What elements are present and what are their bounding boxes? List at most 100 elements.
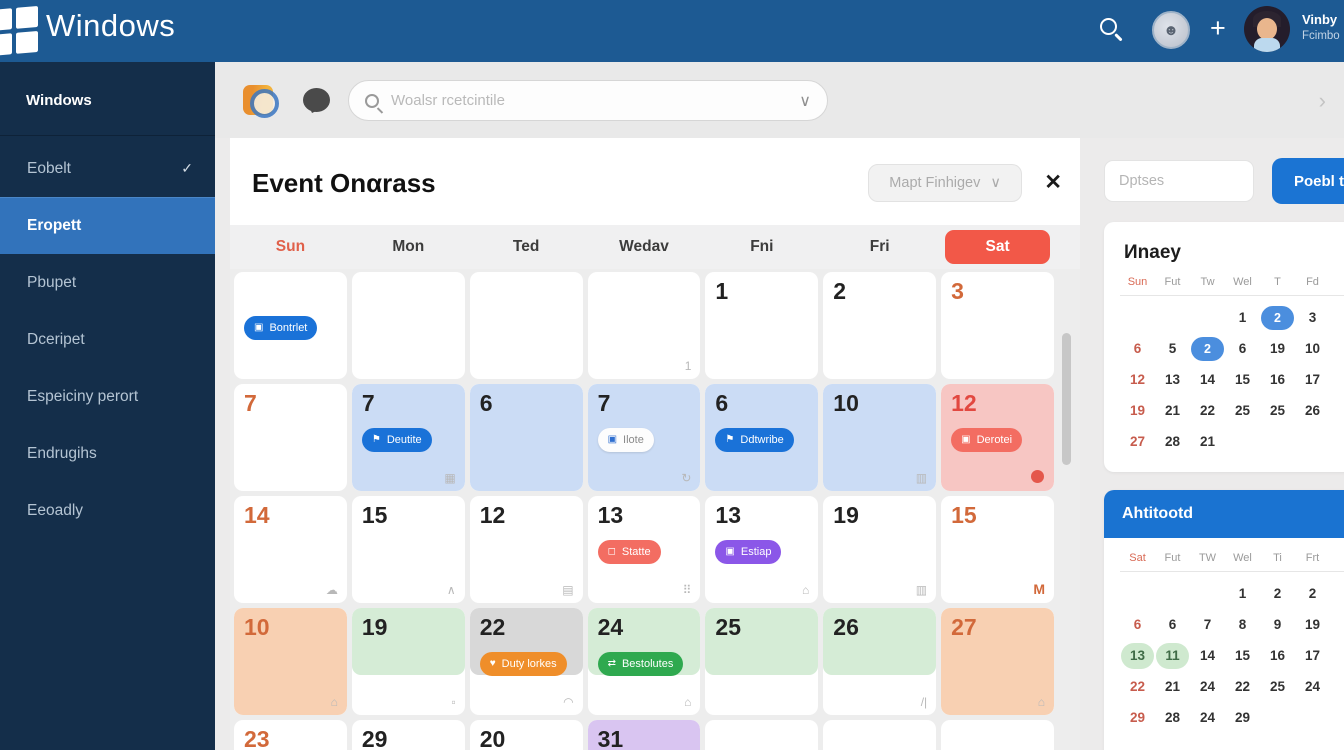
mini-day-cell[interactable]: 1	[1238, 586, 1247, 601]
sidebar-item[interactable]: Eropett	[0, 197, 215, 254]
mini-day-cell[interactable]: 10	[1304, 341, 1321, 356]
calendar-day-cell[interactable]: 19 ▥	[823, 496, 937, 603]
mini-day-cell[interactable]: 19	[1304, 617, 1321, 632]
event-pill[interactable]: ▣ Derotei	[951, 428, 1023, 452]
calendar-day-cell[interactable]: ▣ Bontrlet	[234, 272, 347, 379]
calendar-day-cell[interactable]: 7	[234, 384, 347, 491]
mini-day-cell[interactable]: 12	[1129, 372, 1146, 387]
sidebar-item[interactable]: Eeoadly	[0, 482, 215, 539]
mini-day-cell[interactable]: 29	[1129, 710, 1146, 725]
calendar-day-cell[interactable]	[823, 720, 937, 750]
calendar-day-cell[interactable]: 20	[469, 720, 583, 750]
search-icon[interactable]	[1100, 18, 1117, 35]
calendar-day-cell[interactable]: 10 ▥	[823, 384, 937, 491]
mini-day-cell[interactable]: 2	[1190, 333, 1225, 364]
event-pill[interactable]: ▣ Estiap	[715, 540, 782, 564]
calendar-day-cell[interactable]: 6	[469, 384, 583, 491]
mini-day-cell[interactable]: 2	[1330, 671, 1344, 702]
mini-day-cell[interactable]: 13	[1164, 372, 1181, 387]
calendar-day-cell[interactable]: 14 ☁	[234, 496, 347, 603]
mini-day-cell[interactable]: 28	[1164, 710, 1181, 725]
mini-day-cell[interactable]: 8	[1238, 617, 1247, 632]
calendar-day-cell[interactable]: 26 /|	[823, 608, 937, 715]
mini-day-cell[interactable]: 2	[1330, 395, 1344, 426]
date-input[interactable]	[1104, 160, 1254, 202]
mini-day-cell[interactable]: 6	[1168, 617, 1177, 632]
calendar-day-cell[interactable]: 27 ⌂	[941, 608, 1054, 715]
mini-day-cell[interactable]: 21	[1164, 403, 1181, 418]
mini-day-cell[interactable]: 1	[1330, 364, 1344, 395]
mini-day-cell[interactable]: 1	[1330, 609, 1344, 640]
calendar-day-cell[interactable]: 31	[587, 720, 701, 750]
sidebar-item[interactable]: Eobelt ✓	[0, 140, 215, 197]
mini-day-cell[interactable]: 16	[1269, 372, 1286, 387]
mini-day-cell[interactable]: 24	[1304, 679, 1321, 694]
sidebar-item[interactable]: Pbupet	[0, 254, 215, 311]
mini-day-cell[interactable]: 2	[1273, 586, 1282, 601]
day-header[interactable]: Sat	[945, 230, 1050, 264]
event-pill[interactable]: ♥ Duty lorkes	[479, 652, 567, 676]
mini-day-cell[interactable]: 11	[1155, 640, 1190, 671]
mini-day-cell[interactable]: 1	[1238, 310, 1247, 325]
scrollbar-thumb[interactable]	[1062, 333, 1071, 465]
calendar-day-cell[interactable]: 15 M	[941, 496, 1054, 603]
search-box[interactable]: ∨	[348, 80, 828, 121]
mini-day-cell[interactable]: 15	[1234, 648, 1251, 663]
calendar-day-cell[interactable]: 15 ∧	[351, 496, 465, 603]
sidebar-item[interactable]: Dceripet	[0, 311, 215, 368]
calendar-day-cell[interactable]: 2	[823, 272, 937, 379]
calendar-day-cell[interactable]: 19 ▫	[351, 608, 465, 715]
search-input[interactable]	[391, 92, 800, 109]
mini-day-cell[interactable]: 15	[1234, 372, 1251, 387]
mini-day-cell[interactable]: 16	[1269, 648, 1286, 663]
chat-icon[interactable]	[303, 88, 330, 112]
mini-day-cell[interactable]: 6	[1133, 617, 1142, 632]
calendar-day-cell[interactable]: 29	[351, 720, 465, 750]
calendar-day-cell[interactable]: 7 ⚑ Deutite ▦	[351, 384, 465, 491]
calendar-day-cell[interactable]: 13 ◻ Statte ⠿	[587, 496, 701, 603]
mini-day-cell[interactable]: 1	[1330, 640, 1344, 671]
avatar[interactable]: ☻	[1152, 11, 1190, 49]
mini-day-cell[interactable]: 22	[1199, 403, 1216, 418]
close-icon[interactable]: ✕	[1044, 171, 1062, 194]
calendar-day-cell[interactable]	[351, 272, 465, 379]
add-icon[interactable]: +	[1210, 13, 1226, 43]
mini-day-cell[interactable]: 1	[1330, 333, 1344, 364]
calendar-day-cell[interactable]	[469, 272, 583, 379]
mini-day-cell[interactable]: 28	[1164, 434, 1181, 449]
calendar-day-cell[interactable]: 13 ▣ Estiap ⌂	[705, 496, 819, 603]
calendar-day-cell[interactable]: 1	[587, 272, 701, 379]
event-pill[interactable]: ⚑ Deutite	[361, 428, 432, 452]
mini-day-cell[interactable]: 25	[1269, 679, 1286, 694]
mini-day-cell[interactable]: 26	[1304, 403, 1321, 418]
mini-day-cell[interactable]: 2	[1260, 302, 1295, 333]
calendar-day-cell[interactable]: 12 ▣ Derotei	[941, 384, 1054, 491]
calendar-day-cell[interactable]	[705, 720, 819, 750]
calendar-day-cell[interactable]: 22 ♥ Duty lorkes ◠	[469, 608, 583, 715]
calendar-day-cell[interactable]: 6 ⚑ Ddtwribe	[705, 384, 819, 491]
calendar-day-cell[interactable]: 10 ⌂	[234, 608, 347, 715]
mini-day-cell[interactable]: 13	[1120, 640, 1155, 671]
user-avatar[interactable]	[1244, 6, 1290, 52]
mini-day-cell[interactable]: 6	[1238, 341, 1247, 356]
calendar-day-cell[interactable]: 24 ⇄ Bestolutes ⌂	[587, 608, 701, 715]
mini-day-cell[interactable]: 6	[1133, 341, 1142, 356]
mini-day-cell[interactable]: 25	[1234, 403, 1251, 418]
mini-day-cell[interactable]: 7	[1203, 617, 1212, 632]
mini-day-cell[interactable]: 14	[1199, 372, 1216, 387]
mini-day-cell[interactable]: 29	[1234, 710, 1251, 725]
event-pill[interactable]: ▣ Bontrlet	[244, 316, 318, 340]
forward-icon[interactable]: ›	[1318, 88, 1326, 113]
primary-button[interactable]: Poebl td	[1272, 158, 1344, 204]
event-pill[interactable]: ⚑ Ddtwribe	[715, 428, 794, 452]
mini-day-cell[interactable]: 22	[1234, 679, 1251, 694]
sidebar-item[interactable]: Endrugihs	[0, 425, 215, 482]
filter-dropdown[interactable]: Mapt Finhigev ∨	[868, 164, 1022, 202]
mini-day-cell[interactable]: 9	[1273, 617, 1282, 632]
calendar-day-cell[interactable]: 3	[941, 272, 1054, 379]
calendar-day-cell[interactable]: 12 ▤	[469, 496, 583, 603]
sidebar-item[interactable]: Espeiciny perort	[0, 368, 215, 425]
event-pill[interactable]: ◻ Statte	[597, 540, 661, 564]
mini-day-cell[interactable]: 22	[1129, 679, 1146, 694]
event-pill[interactable]: ▣ Ilote	[597, 428, 654, 452]
